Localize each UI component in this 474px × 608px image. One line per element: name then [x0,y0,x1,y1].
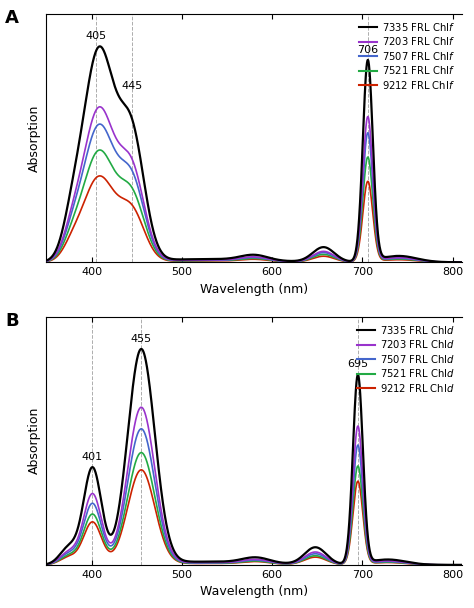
X-axis label: Wavelength (nm): Wavelength (nm) [200,586,308,598]
Text: 405: 405 [85,31,107,41]
Y-axis label: Absorption: Absorption [28,407,41,474]
Text: B: B [5,312,18,330]
Legend: 7335 FRL Chl$\it{f}$, 7203 FRL Chl$\it{f}$, 7507 FRL Chl$\it{f}$, 7521 FRL Chl$\: 7335 FRL Chl$\it{f}$, 7203 FRL Chl$\it{f… [357,19,457,93]
Text: 455: 455 [131,334,152,344]
Legend: 7335 FRL Chl$\it{d}$, 7203 FRL Chl$\it{d}$, 7507 FRL Chl$\it{d}$, 7521 FRL Chl$\: 7335 FRL Chl$\it{d}$, 7203 FRL Chl$\it{d… [355,322,457,396]
Text: 695: 695 [347,359,368,369]
Text: A: A [5,9,19,27]
Text: 445: 445 [122,81,143,91]
Y-axis label: Absorption: Absorption [28,105,41,172]
Text: 401: 401 [82,452,103,461]
X-axis label: Wavelength (nm): Wavelength (nm) [200,283,308,295]
Text: 706: 706 [357,44,378,55]
